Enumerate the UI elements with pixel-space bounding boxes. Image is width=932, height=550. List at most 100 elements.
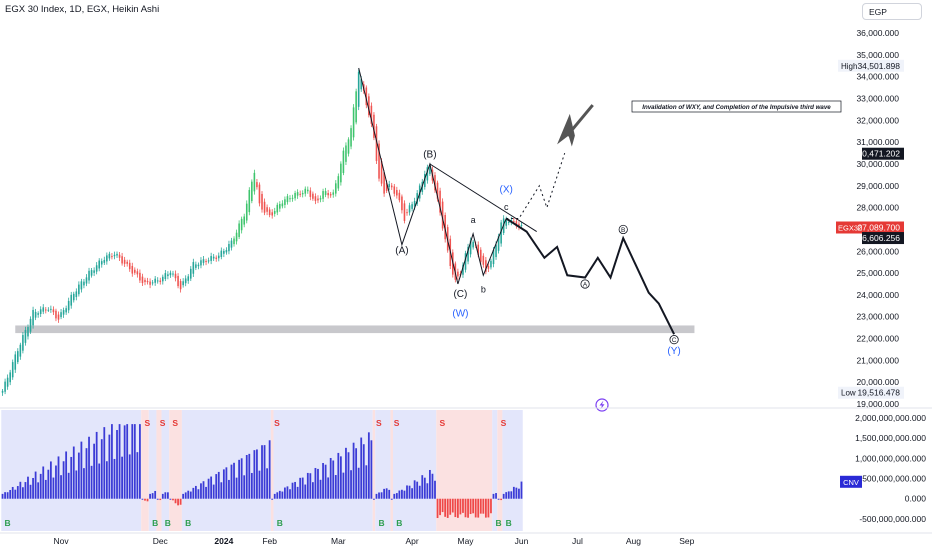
price-tick-label: 34,000.000 [856,72,899,82]
cnv-bar [482,498,485,514]
candle-body [78,284,80,295]
wave-circle-C-ring [669,335,679,345]
cnv-bar [77,452,80,499]
candle-body [482,255,485,265]
cnv-bar [67,472,70,499]
candle-body [426,167,429,181]
candle-body [365,87,368,106]
cnv-bar [502,493,505,499]
candle-body [37,313,39,315]
candle-body [411,204,413,209]
price-tick-label: 26,000.000 [856,246,899,256]
candle-body [457,271,459,277]
candle-body [261,193,263,210]
cnv-regime-bg [375,410,391,531]
candle-body [32,309,34,326]
cnv-bar [16,486,19,499]
wave-circle-C: C [669,335,679,345]
cnv-bar [411,488,413,499]
cnv-bar [474,498,477,518]
cnv-bar [164,492,167,499]
candle-body [195,264,197,268]
cnv-bar [100,439,103,499]
candle-body [439,190,441,213]
candle-body [271,212,273,216]
cnv-bar [39,473,42,499]
support-zone [15,325,695,334]
candle-body [286,196,289,203]
cnv-bar [144,498,146,501]
cnv-bar [149,493,151,499]
cnv-bar [462,498,464,513]
candle-body [70,294,73,306]
candle-body [24,329,27,343]
wave-label-c: c [504,202,509,212]
price-tick-label: 21,000.000 [856,355,899,365]
wave-circle-A: A [580,279,590,289]
cnv-bar [314,467,317,499]
cnv-bar [182,493,185,499]
candle-body [490,260,492,268]
cnv-bar [484,498,487,518]
candle-body [291,197,294,199]
cnv-bar [398,490,401,499]
candle-body [304,188,307,194]
cnv-bar [383,488,386,499]
cnv-bar [520,481,523,499]
cnv-bar [27,476,29,499]
candle-body [83,281,85,286]
candle-body [100,261,103,265]
candle-body [334,183,337,194]
candle-body [467,247,469,262]
cnv-bar [47,469,50,499]
candle-body [469,240,472,255]
candle-body [340,163,342,183]
cnv-bar [118,424,121,499]
candle-body [352,107,355,138]
candle-body [200,260,202,266]
cnv-bar [456,498,459,518]
candle-body [225,250,228,253]
cnv-tick-label: 1,500,000,000.000 [855,433,926,443]
candle-body [256,182,258,188]
candle-body [240,218,243,231]
cnv-bar [284,487,286,499]
high-marker-bg [838,59,904,72]
buy-signal-label: B [165,518,171,528]
cnv-bar [350,470,352,499]
candle-body [390,185,393,188]
level-1-tag-bg [862,147,904,160]
sell-signal-label: S [160,418,166,428]
candle-body [314,196,317,201]
buy-signal-label: B [5,518,11,528]
candle-body [396,190,398,196]
cnv-bar [95,431,98,499]
currency-selector[interactable]: EGP [862,3,922,20]
cnv-bar [212,484,215,499]
cnv-bar [339,456,342,499]
time-tick-label: Aug [626,536,641,546]
candle-body [55,310,57,319]
cnv-bar [449,498,452,515]
price-tick-label: 23,000.000 [856,312,899,322]
symbol-tag: EGX30 [838,223,862,232]
candle-body [477,244,480,255]
candle-body [317,198,319,201]
cnv-bar [294,481,296,499]
candle-body [11,362,14,378]
candle-body [162,276,164,282]
cnv-bar [436,498,439,519]
cnv-bar [250,472,253,499]
cnv-regime-bg [148,410,157,531]
candle-body [182,281,184,286]
time-tick-label: Dec [153,536,169,546]
candle-body [1,390,4,393]
candle-body [436,182,439,199]
cnv-bar [268,440,271,499]
cnv-bar [9,489,12,499]
cnv-bar [225,467,228,499]
candle-body [128,262,131,270]
cnv-bar [311,482,314,499]
cnv-bar [57,456,60,499]
